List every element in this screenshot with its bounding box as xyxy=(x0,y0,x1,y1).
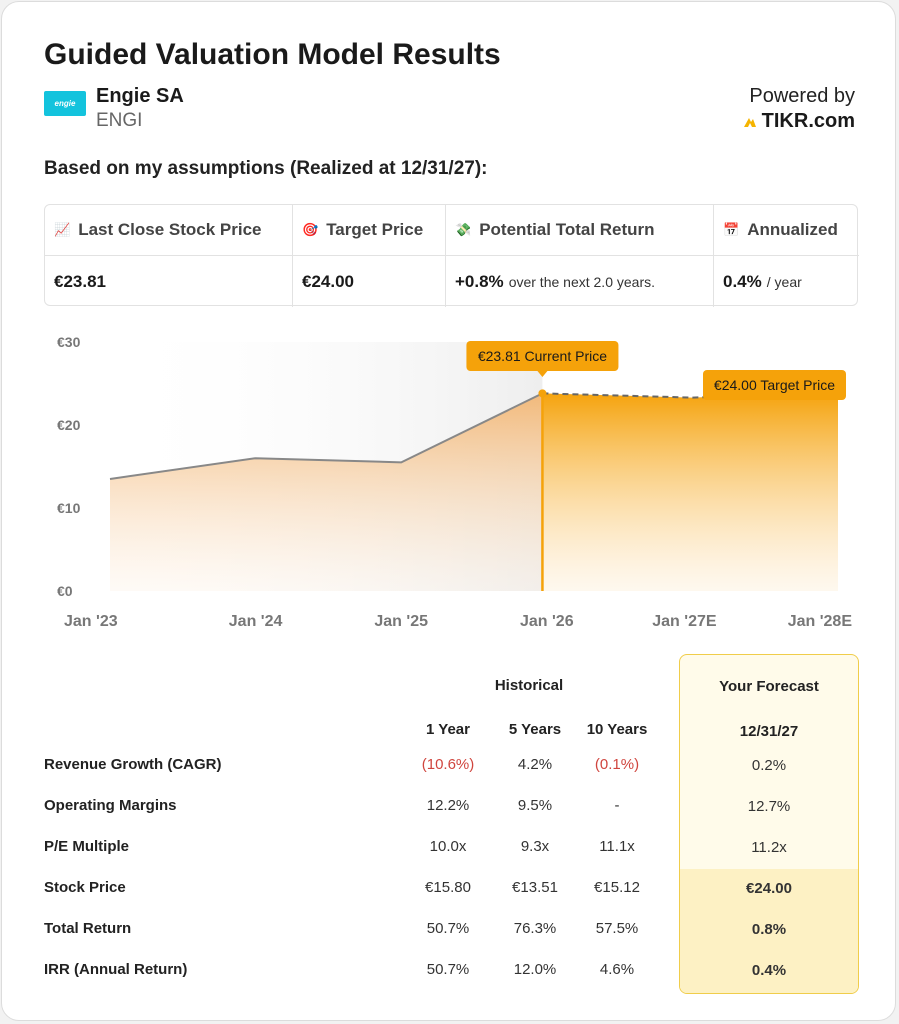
stat-header: 📈 Last Close Stock Price xyxy=(45,205,292,256)
tikr-logo-icon xyxy=(743,117,756,127)
stat-value-row: +0.8% over the next 2.0 years. xyxy=(446,256,713,307)
price-chart: €0 €10 €20 €30 Jan '23 Jan '24 Jan '25 Jan '26 J… xyxy=(57,334,853,630)
table-cell: 4.2% xyxy=(517,756,553,773)
table-cell: 50.7% xyxy=(426,961,470,978)
forecast-cell: 12.7% xyxy=(747,798,791,815)
forecast-area xyxy=(542,391,838,591)
column-header: 1 Year xyxy=(426,721,470,738)
y-tick-label: €0 xyxy=(57,583,73,599)
table-cell: (0.1%) xyxy=(594,756,640,773)
chart-up-icon: 📈 xyxy=(54,222,71,237)
table-cell: €15.80 xyxy=(425,879,471,896)
table-cell: 76.3% xyxy=(513,920,557,937)
table-cell: €15.12 xyxy=(594,879,640,896)
stat-value-row: €23.81 xyxy=(45,256,292,307)
forecast-date-header: 12/31/27 xyxy=(739,723,799,740)
stat-label: Annualized xyxy=(747,220,838,239)
row-label: Total Return xyxy=(44,920,132,937)
stat-label: Last Close Stock Price xyxy=(78,220,262,239)
stat-header: 💸 Potential Total Return xyxy=(446,205,713,256)
target-icon: 🎯 xyxy=(302,222,319,237)
stat-value-row: 0.4% / year xyxy=(714,256,859,307)
company-logo: engie xyxy=(44,91,86,116)
row-label: IRR (Annual Return) xyxy=(44,961,188,978)
forecast-results-highlight xyxy=(680,869,858,993)
stat-3: 📅 Annualized 0.4% / year xyxy=(714,205,859,307)
x-tick-label: Jan '26 xyxy=(520,613,574,630)
tikr-brand[interactable]: TIKR.com xyxy=(743,110,855,133)
stat-suffix: / year xyxy=(766,273,802,290)
historical-header: Historical xyxy=(494,677,564,694)
company-name: Engie SA xyxy=(96,85,184,107)
table-cell: 11.1x xyxy=(599,838,635,855)
stat-value: 0.4% xyxy=(723,271,762,291)
stat-value-row: €24.00 xyxy=(293,256,445,307)
x-tick-label: Jan '25 xyxy=(374,613,428,630)
table-cell: 12.2% xyxy=(426,797,470,814)
table-cell: 10.0x xyxy=(429,838,467,855)
tikr-brand-text: TIKR.com xyxy=(761,110,855,132)
calendar-icon: 📅 xyxy=(723,222,740,237)
money-icon: 💸 xyxy=(455,222,472,237)
forecast-header: Your Forecast xyxy=(719,678,819,695)
y-tick-label: €10 xyxy=(57,500,81,516)
current-price-label-bg xyxy=(466,341,619,371)
current-price-dot xyxy=(538,389,547,398)
forecast-cell: 0.4% xyxy=(751,962,787,979)
stat-label: Target Price xyxy=(326,220,424,239)
summary-stats: 📈 Last Close Stock Price €23.81 🎯 Target Pri… xyxy=(44,204,859,307)
stat-label: Potential Total Return xyxy=(479,220,655,239)
stat-value: €24.00 xyxy=(302,271,354,291)
y-tick-label: €30 xyxy=(57,334,81,350)
stat-suffix: over the next 2.0 years. xyxy=(508,273,655,290)
target-price-label: €24.00 Target Price xyxy=(714,377,835,393)
table-cell: (10.6%) xyxy=(421,756,475,773)
x-tick-label: Jan '23 xyxy=(64,613,118,630)
x-tick-label: Jan '24 xyxy=(229,613,283,630)
current-price-label: €23.81 Current Price xyxy=(478,348,607,364)
row-label: Revenue Growth (CAGR) xyxy=(44,756,222,773)
historical-area xyxy=(110,393,543,591)
forecast-cell: 0.2% xyxy=(751,757,787,774)
historical-line xyxy=(109,392,543,480)
stat-header: 🎯 Target Price xyxy=(293,205,445,256)
assumptions-subtitle: Based on my assumptions (Realized at 12/… xyxy=(44,158,488,179)
x-tick-label: Jan '28E xyxy=(788,613,853,630)
row-label: Operating Margins xyxy=(44,797,177,814)
table-cell: 57.5% xyxy=(595,920,639,937)
forecast-cell: 0.8% xyxy=(751,921,787,938)
table-cell: €13.51 xyxy=(512,879,558,896)
column-header: 10 Years xyxy=(586,721,648,738)
stat-value: +0.8% xyxy=(455,271,504,291)
stat-0: 📈 Last Close Stock Price €23.81 xyxy=(45,205,293,307)
forecast-column-highlight xyxy=(679,654,859,994)
company-ticker: ENGI xyxy=(96,110,143,131)
table-cell: 9.5% xyxy=(517,797,553,814)
page-title: Guided Valuation Model Results xyxy=(44,38,501,71)
column-header: 5 Years xyxy=(508,721,562,738)
target-price-label-bg xyxy=(703,370,846,400)
logo-text: engie xyxy=(54,99,76,108)
forecast-cell: €24.00 xyxy=(746,880,792,897)
table-cell: - xyxy=(614,797,620,814)
table-cell: 12.0% xyxy=(513,961,557,978)
x-tick-label: Jan '27E xyxy=(652,613,717,630)
stat-value: €23.81 xyxy=(54,271,106,291)
y-tick-label: €20 xyxy=(57,417,81,433)
stat-2: 💸 Potential Total Return +0.8% over the nex… xyxy=(446,205,714,307)
table-cell: 9.3x xyxy=(520,838,550,855)
table-cell: 50.7% xyxy=(426,920,470,937)
row-label: P/E Multiple xyxy=(44,838,130,855)
stat-header: 📅 Annualized xyxy=(714,205,859,256)
forecast-line xyxy=(542,390,839,399)
row-label: Stock Price xyxy=(44,879,126,896)
table-cell: 4.6% xyxy=(599,961,635,978)
powered-by-label: Powered by xyxy=(749,85,855,107)
current-price-label-pointer xyxy=(537,371,548,377)
forecast-cell: 11.2x xyxy=(751,839,787,856)
stat-1: 🎯 Target Price €24.00 xyxy=(293,205,446,307)
